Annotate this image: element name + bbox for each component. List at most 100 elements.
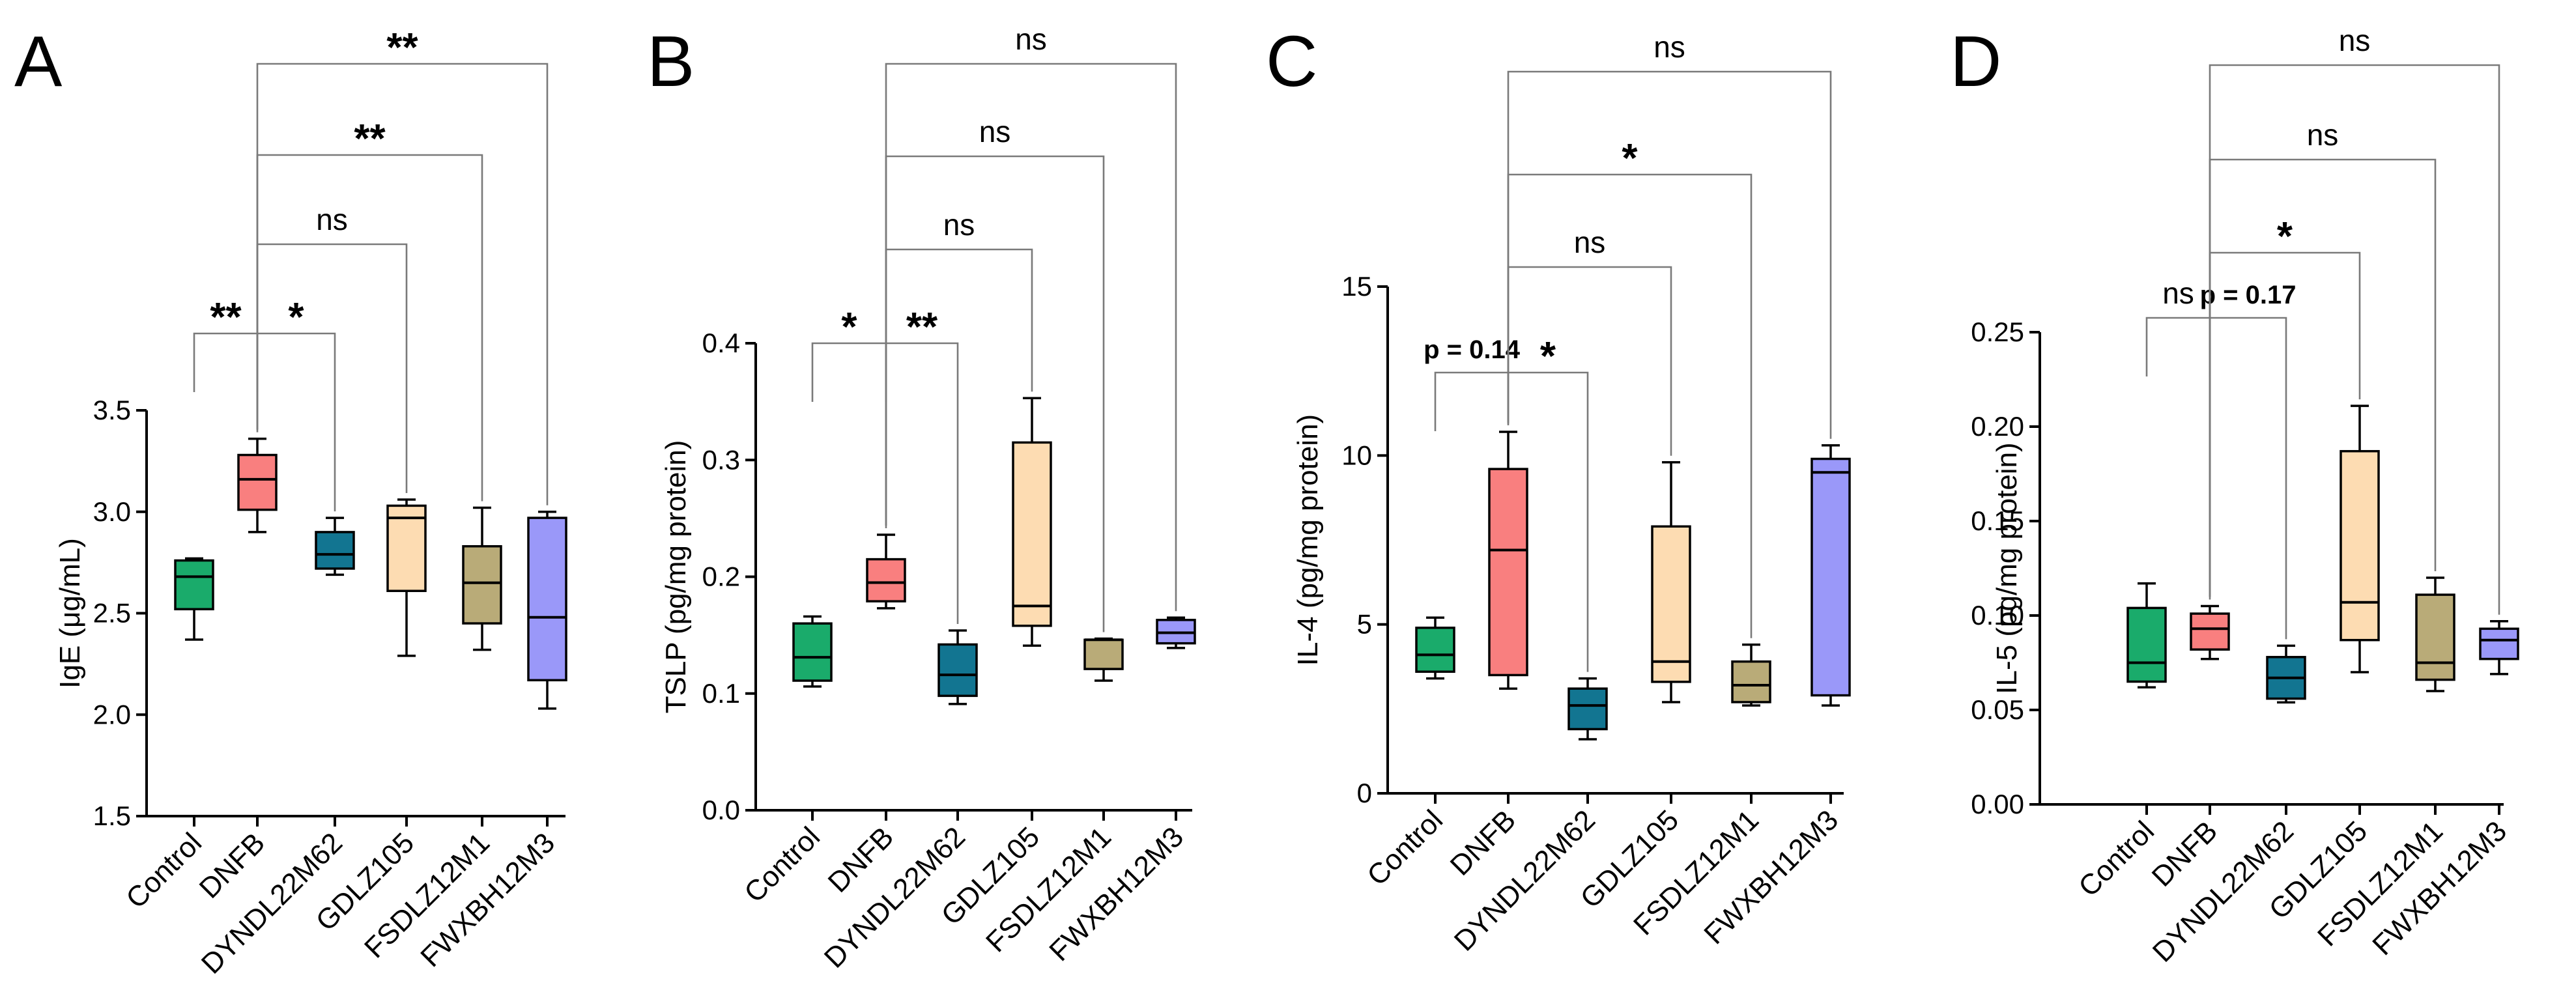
bracket-line xyxy=(193,332,259,432)
comparison-bracket: p = 0.14 xyxy=(1424,335,1521,431)
category-label: Control xyxy=(2072,815,2160,903)
y-axis-label: IL-4 (pg/mg protein) xyxy=(1292,414,1324,666)
bracket-line xyxy=(1507,173,1753,638)
significance-label: ns xyxy=(1653,30,1685,64)
panel-letter: C xyxy=(1266,21,1317,102)
box-iqr xyxy=(1012,441,1052,627)
panel-letter: B xyxy=(647,21,694,102)
comparison-bracket: ns xyxy=(256,203,408,494)
box-iqr xyxy=(1488,468,1528,677)
significance-label: * xyxy=(1622,136,1638,181)
panel-c: C 0 5 10 15 IL-4 (pg/mg protein) ControlDNFBDY… xyxy=(1266,21,1851,957)
category-label: FSDLZ12M1 xyxy=(980,821,1117,958)
comparison-bracket: ns xyxy=(1507,30,1832,439)
significance-label: ns xyxy=(2339,23,2371,57)
panel-b: B 0.0 0.1 0.2 0.3 0.4 TSLP (pg/mg protein) Cont… xyxy=(647,21,1196,974)
box-iqr xyxy=(866,558,906,602)
box-iqr xyxy=(2190,612,2230,651)
box-iqr xyxy=(792,622,833,682)
box-iqr xyxy=(1415,627,1455,673)
bracket-line xyxy=(885,248,1033,526)
box-iqr xyxy=(237,453,278,511)
comparison-bracket: ns xyxy=(2209,118,2437,597)
y-tick-label: 0.00 xyxy=(1971,789,2024,819)
box-iqr xyxy=(386,504,427,592)
y-tick-label: 0.15 xyxy=(1971,505,2024,536)
box-dyndl22m62 xyxy=(315,517,355,576)
significance-label: ns xyxy=(979,115,1011,149)
box-iqr xyxy=(2479,627,2519,660)
category-label: Control xyxy=(738,821,826,909)
y-tick-label: 2.5 xyxy=(93,598,131,629)
y-tick-label: 0.05 xyxy=(1971,694,2024,725)
box-control xyxy=(2126,582,2167,688)
bracket-line xyxy=(885,155,1105,632)
comparison-bracket: ** xyxy=(256,25,549,505)
comparison-bracket: * xyxy=(256,295,336,512)
category-label: Control xyxy=(120,827,208,914)
box-gdlz105 xyxy=(1651,460,1691,703)
box-gdlz105 xyxy=(1012,397,1052,647)
significance-label: ns xyxy=(2307,118,2339,152)
box-iqr xyxy=(1567,687,1608,731)
comparison-bracket: ns xyxy=(885,208,1033,526)
comparison-bracket: * xyxy=(1507,136,1753,638)
box-iqr xyxy=(1731,660,1771,703)
box-iqr xyxy=(2340,449,2380,642)
category-label: DYNDL22M62 xyxy=(1448,804,1601,957)
bracket-line xyxy=(2209,317,2287,640)
bracket-line xyxy=(256,63,549,505)
box-iqr xyxy=(2415,593,2455,681)
box-dnfb xyxy=(866,533,906,610)
panel-d: D 0.00 0.05 0.10 0.15 0.20 0.25 IL-5 (pg/mg pro… xyxy=(1950,21,2519,969)
significance-label: ** xyxy=(906,305,938,350)
significance-label: * xyxy=(841,305,857,350)
significance-label: * xyxy=(288,295,304,340)
y-tick-label: 1.5 xyxy=(93,800,131,831)
bracket-line xyxy=(2145,317,2211,600)
box-dyndl22m62 xyxy=(1567,677,1608,741)
comparison-bracket: ns xyxy=(885,115,1105,632)
box-iqr xyxy=(1083,638,1124,670)
box-dnfb xyxy=(1488,431,1528,690)
y-tick-label: 10 xyxy=(1341,440,1372,470)
comparison-bracket: ns xyxy=(2145,276,2211,600)
y-tick-label: 0.1 xyxy=(702,678,740,709)
y-tick-label: 15 xyxy=(1341,271,1372,302)
comparison-bracket: ns xyxy=(885,22,1177,612)
significance-label: ns xyxy=(2162,276,2194,310)
bracket-line xyxy=(2209,64,2500,615)
significance-label: ns xyxy=(1574,225,1606,259)
y-tick-label: 3.0 xyxy=(93,496,131,527)
box-iqr xyxy=(315,531,355,570)
box-fwxbh12m3 xyxy=(2479,619,2519,675)
box-fsdlz12m1 xyxy=(1083,637,1124,682)
y-tick-label: 0.3 xyxy=(702,444,740,475)
significance-label: ns xyxy=(1015,22,1047,56)
y-axis-label: IL-5 (pg/mg protein) xyxy=(1991,442,2023,694)
box-fsdlz12m1 xyxy=(462,506,502,651)
box-dnfb xyxy=(2190,604,2230,660)
bracket-line xyxy=(256,243,408,494)
box-iqr xyxy=(527,517,567,682)
panel-letter: D xyxy=(1950,21,2001,102)
significance-label: ** xyxy=(354,117,386,162)
significance-label: * xyxy=(1540,334,1556,379)
panel-letter: A xyxy=(14,21,63,102)
box-gdlz105 xyxy=(386,498,427,657)
significance-label: p = 0.17 xyxy=(2200,281,2297,309)
y-tick-label: 0.25 xyxy=(1971,317,2024,347)
category-label: DNFB xyxy=(1444,804,1522,881)
significance-label: ns xyxy=(943,208,975,242)
comparison-bracket: ns xyxy=(2209,23,2500,615)
significance-label: p = 0.14 xyxy=(1424,335,1521,364)
comparison-bracket: * xyxy=(811,305,887,528)
box-iqr xyxy=(2126,606,2167,683)
significance-label: ** xyxy=(210,295,242,340)
box-fwxbh12m3 xyxy=(527,511,567,710)
box-fsdlz12m1 xyxy=(2415,576,2455,692)
box-dnfb xyxy=(237,437,278,533)
y-tick-label: 3.5 xyxy=(93,395,131,425)
